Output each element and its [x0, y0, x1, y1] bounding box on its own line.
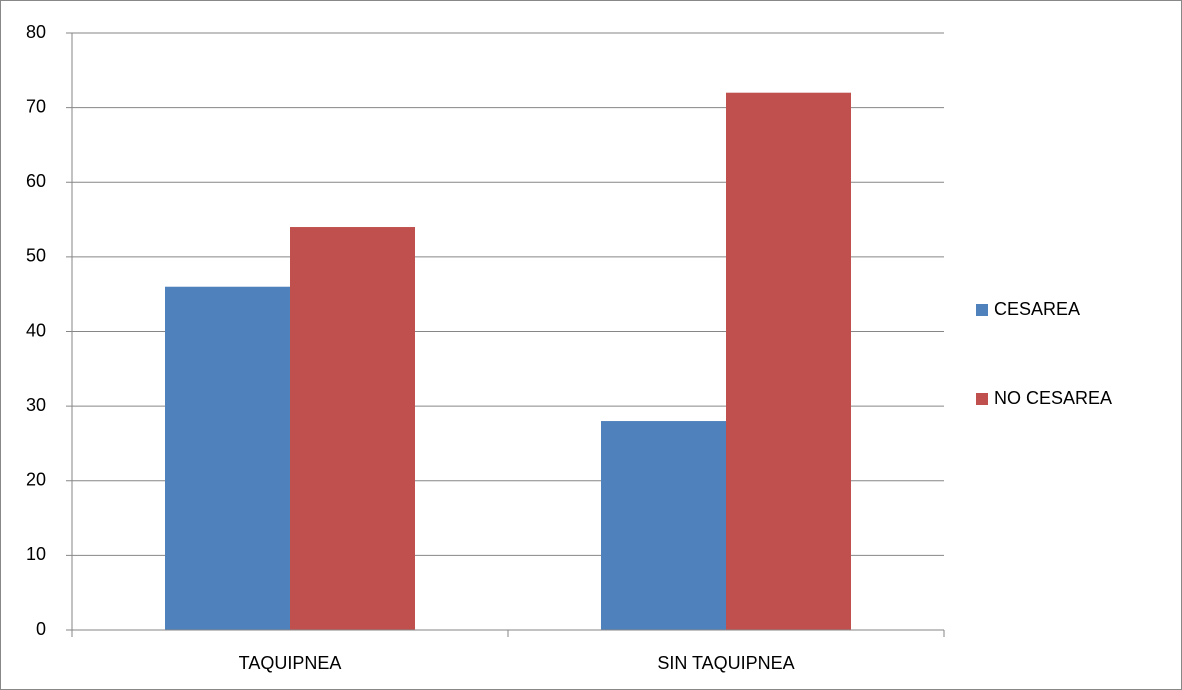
y-tick-label: 10: [26, 544, 46, 564]
bar: [601, 421, 726, 630]
x-tick-label: TAQUIPNEA: [239, 653, 342, 673]
bar: [165, 286, 290, 630]
y-tick-label: 0: [36, 619, 46, 639]
y-tick-label: 70: [26, 96, 46, 116]
legend-swatch: [976, 304, 988, 316]
legend-label: NO CESAREA: [994, 388, 1112, 408]
bar: [726, 92, 851, 630]
y-tick-label: 50: [26, 246, 46, 266]
y-tick-label: 40: [26, 320, 46, 340]
y-tick-label: 30: [26, 395, 46, 415]
legend-label: CESAREA: [994, 299, 1080, 319]
x-tick-label: SIN TAQUIPNEA: [657, 653, 794, 673]
y-tick-label: 80: [26, 22, 46, 42]
y-tick-label: 20: [26, 470, 46, 490]
y-tick-label: 60: [26, 171, 46, 191]
bar: [290, 227, 415, 630]
legend-swatch: [976, 393, 988, 405]
